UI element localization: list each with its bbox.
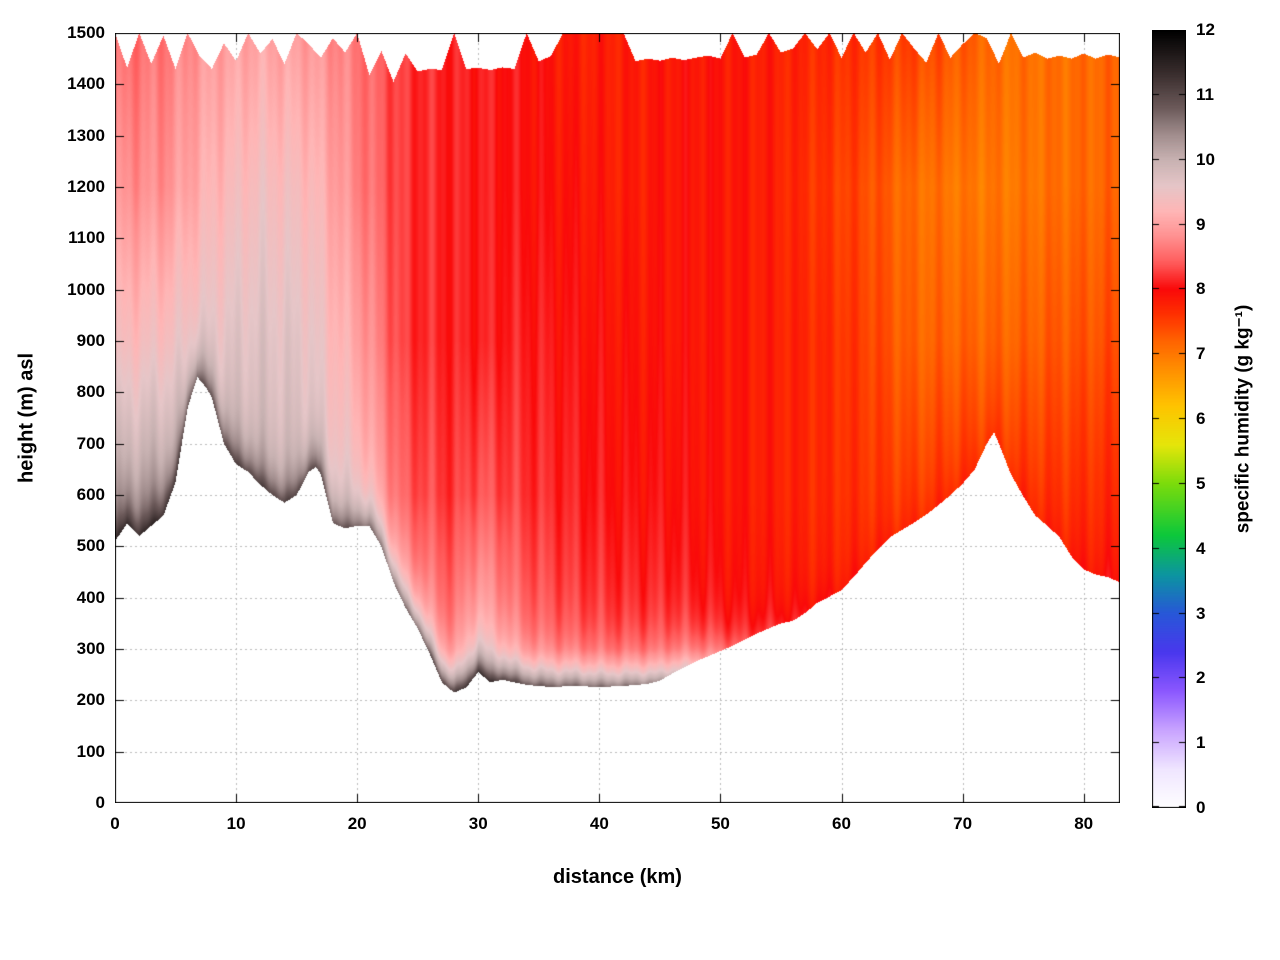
y-tick-label: 800 [76, 382, 105, 402]
x-tick-label: 70 [953, 814, 973, 833]
x-tick-label: 30 [468, 814, 488, 833]
x-tick-label: 0 [110, 814, 120, 833]
colorbar-tick-label: 12 [1196, 20, 1215, 39]
colorbar-tick-label: 9 [1196, 214, 1206, 234]
y-tick-label: 1500 [67, 23, 105, 42]
x-axis-label: distance (km) [553, 866, 682, 888]
y-tick-label: 1300 [67, 125, 105, 145]
colorbar-tick-label: 4 [1196, 538, 1206, 558]
colorbar-label: specific humidity (g kg⁻¹) [1232, 304, 1254, 534]
y-tick-label: 100 [76, 741, 105, 761]
colorbar [1152, 30, 1186, 808]
heatmap-plot [115, 33, 1120, 803]
colorbar-tick-label: 10 [1196, 149, 1215, 169]
y-tick-label: 1000 [67, 279, 105, 299]
y-tick-label: 0 [95, 793, 105, 812]
y-tick-label: 900 [76, 331, 105, 350]
colorbar-tick-label: 8 [1196, 279, 1206, 299]
x-tick-label: 40 [589, 814, 609, 833]
colorbar-tick-label: 2 [1196, 668, 1206, 688]
y-tick-label: 600 [76, 485, 105, 504]
colorbar-tick-label: 6 [1196, 409, 1206, 428]
colorbar-tick-label: 11 [1196, 84, 1214, 104]
y-tick-label: 1400 [67, 74, 105, 94]
colorbar-tick-label: 1 [1196, 733, 1206, 753]
colorbar-tick-label: 5 [1196, 473, 1206, 493]
y-tick-label: 700 [76, 433, 105, 453]
x-tick-label: 60 [832, 814, 851, 833]
colorbar-tick-label: 3 [1196, 603, 1206, 623]
y-tick-label: 500 [76, 536, 105, 556]
colorbar-tick-label: 7 [1196, 344, 1206, 364]
y-tick-label: 300 [76, 639, 105, 658]
x-tick-label: 80 [1074, 814, 1094, 833]
x-tick-label: 50 [710, 814, 730, 833]
y-tick-label: 200 [76, 690, 105, 710]
x-tick-label: 20 [347, 814, 367, 833]
y-axis-label: height (m) asl [15, 352, 38, 484]
y-tick-label: 400 [76, 587, 105, 607]
colorbar-tick-label: 0 [1196, 798, 1206, 817]
x-tick-label: 10 [226, 814, 246, 833]
y-tick-label: 1200 [67, 177, 105, 196]
y-tick-label: 1100 [68, 228, 105, 248]
